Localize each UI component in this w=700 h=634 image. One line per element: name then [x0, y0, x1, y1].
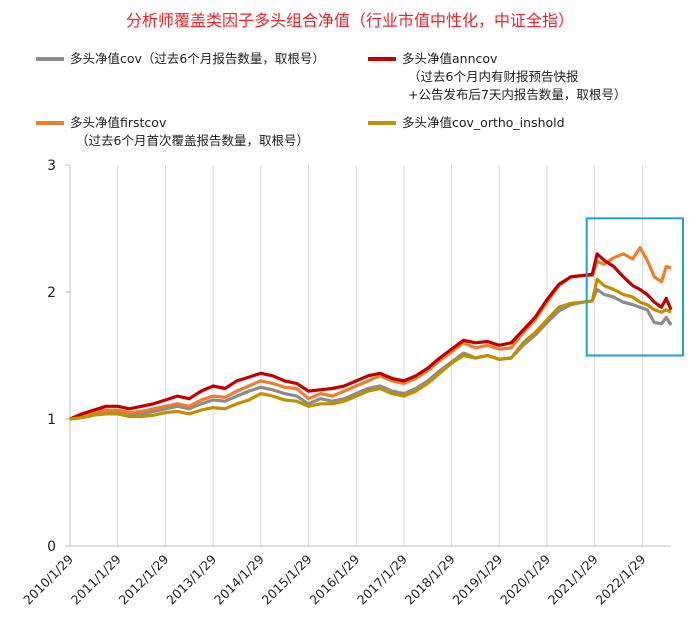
legend-label: （过去6个月内有财报预告快报 [408, 69, 579, 84]
legend-label: 多头净值cov（过去6个月报告数量，取根号） [70, 51, 325, 66]
chart-title: 分析师覆盖类因子多头组合净值（行业市值中性化，中证全指） [126, 11, 574, 30]
legend-label: 多头净值cov_ortho_inshold [402, 115, 565, 130]
legend: 多头净值cov（过去6个月报告数量，取根号） 多头净值anncov （过去6个月内有… [36, 51, 626, 148]
y-tick-label: 3 [47, 158, 56, 174]
x-tick-label: 2016/1/29 [306, 551, 362, 607]
x-tick-label: 2014/1/29 [211, 551, 267, 607]
series-line-firstcov [69, 246, 672, 421]
series-line-anncov [69, 252, 673, 421]
axes [69, 165, 671, 547]
highlight-box-layer [585, 217, 685, 357]
y-tick-label: 1 [47, 412, 56, 428]
legend-label: （过去6个月首次覆盖报告数量，取根号） [76, 133, 309, 148]
x-tick-label: 2018/1/29 [402, 551, 458, 607]
x-tick-label: 2012/1/29 [116, 551, 172, 607]
series-line-cov_ortho_inshold [69, 277, 672, 421]
x-tick-label: 2013/1/29 [163, 551, 219, 607]
highlight-box [585, 217, 685, 357]
x-tick-label: 2017/1/29 [354, 551, 410, 607]
y-tick-label: 0 [47, 539, 56, 555]
x-tick-label: 2010/1/29 [20, 551, 76, 607]
x-ticks: 2010/1/292011/1/292012/1/292013/1/292014… [20, 551, 648, 607]
x-tick-label: 2021/1/29 [545, 551, 601, 607]
legend-label: 多头净值firstcov [70, 115, 167, 130]
series [69, 246, 673, 421]
series-line-cov [69, 287, 673, 421]
y-ticks: 0 1 2 3 [47, 158, 70, 555]
x-tick-label: 2019/1/29 [449, 551, 505, 607]
legend-label: 多头净值anncov [402, 51, 498, 66]
x-tick-label: 2022/1/29 [593, 551, 649, 607]
x-tick-label: 2015/1/29 [259, 551, 315, 607]
x-tick-label: 2011/1/29 [68, 551, 124, 607]
legend-label: +公告发布后7天内报告数量，取根号） [408, 87, 626, 102]
y-tick-label: 2 [47, 285, 56, 301]
grid [69, 165, 643, 546]
x-tick-label: 2020/1/29 [497, 551, 553, 607]
